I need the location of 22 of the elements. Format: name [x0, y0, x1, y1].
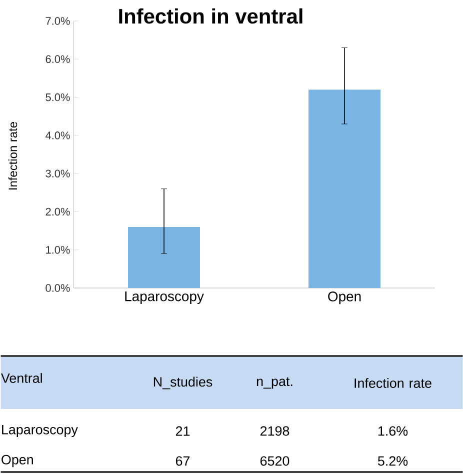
y-tick-label: 4.0%	[45, 132, 70, 140]
y-tick-label: 0.0%	[45, 284, 70, 292]
text: 2198	[260, 426, 289, 436]
chart-title: Infection in ventral	[118, 8, 302, 24]
text: Open	[1, 454, 33, 468]
text: 6520	[260, 456, 289, 466]
text: Ventral	[0, 373, 42, 383]
text: 5.2%	[378, 456, 408, 466]
y-tick-label: 2.0%	[46, 208, 70, 216]
text: n_pat.	[256, 377, 292, 389]
y-tick-label: 5.0%	[45, 93, 70, 102]
y-axis-title: Infection rate	[8, 122, 17, 190]
text: Infection rate	[354, 378, 432, 388]
text: 1.6%	[378, 426, 408, 436]
text: 67	[176, 456, 190, 466]
y-tick-label: 1.0%	[46, 246, 70, 254]
y-tick-label: 7.0%	[46, 17, 70, 25]
text: 21	[176, 426, 190, 436]
y-tick-label: 6.0%	[46, 55, 70, 64]
text: Laparoscopy	[2, 424, 78, 438]
text: N_studies	[154, 376, 212, 390]
y-tick-label: 3.0%	[45, 170, 70, 178]
